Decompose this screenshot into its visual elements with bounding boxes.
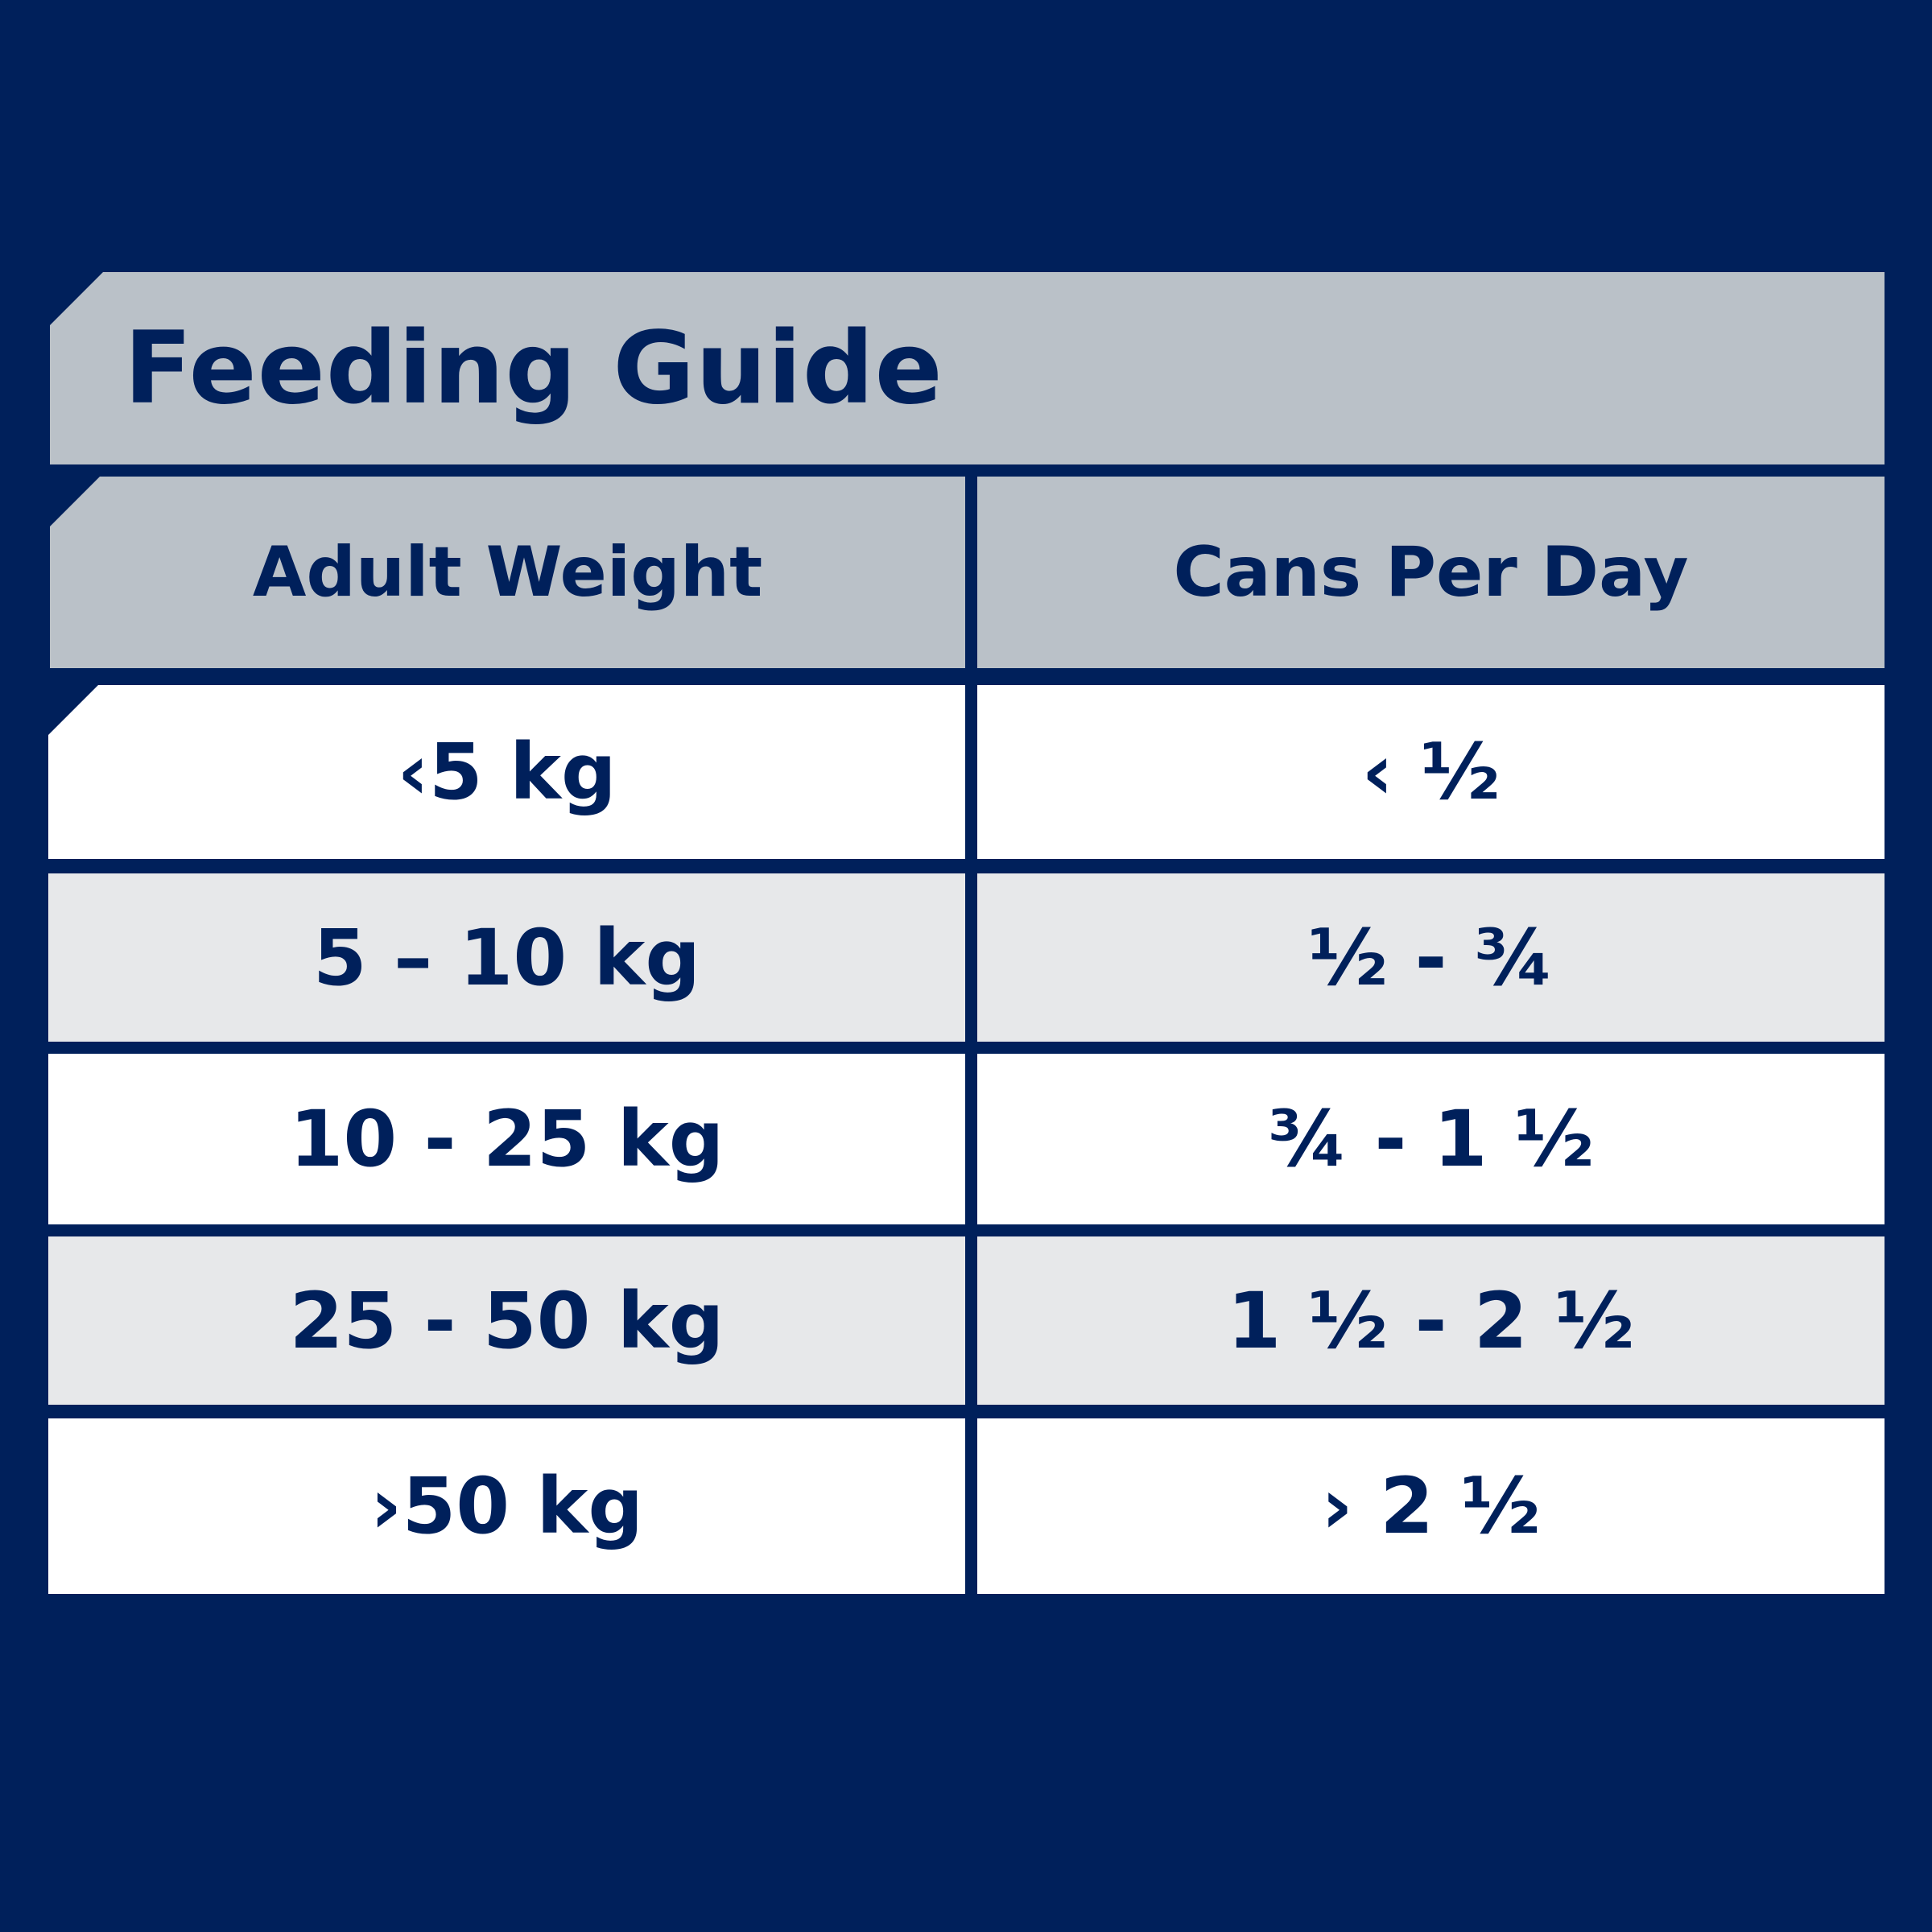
weight-value: ›50 kg [369, 1461, 644, 1551]
header-label: Cans Per Day [1173, 532, 1689, 613]
cans-value: ¾ - 1 ½ [1267, 1094, 1595, 1184]
column-header-adult-weight: Adult Weight [50, 477, 965, 668]
table-cell-cans: ¾ - 1 ½ [977, 1054, 1885, 1224]
weight-value: 10 - 25 kg [289, 1094, 724, 1184]
cans-value: ‹ ½ [1361, 727, 1501, 817]
column-header-cans-per-day: Cans Per Day [977, 477, 1885, 668]
table-cell-weight: ›50 kg [48, 1418, 965, 1594]
cans-value: › 2 ½ [1321, 1461, 1541, 1551]
weight-value: ‹5 kg [397, 727, 617, 817]
weight-value: 5 – 10 kg [312, 912, 701, 1003]
header-label: Adult Weight [252, 532, 763, 613]
table-cell-weight: 5 – 10 kg [48, 873, 965, 1042]
cans-value: ½ - ¾ [1307, 912, 1554, 1003]
table-cell-cans: › 2 ½ [977, 1418, 1885, 1594]
table-cell-cans: 1 ½ - 2 ½ [977, 1236, 1885, 1405]
table-cell-weight: 10 - 25 kg [48, 1054, 965, 1224]
feeding-guide-title-bar: Feeding Guide [50, 272, 1885, 464]
weight-value: 25 - 50 kg [289, 1275, 724, 1366]
table-cell-weight: 25 - 50 kg [48, 1236, 965, 1405]
page-title: Feeding Guide [124, 310, 943, 427]
cans-value: 1 ½ - 2 ½ [1227, 1275, 1635, 1366]
table-cell-cans: ½ - ¾ [977, 873, 1885, 1042]
table-cell-weight: ‹5 kg [48, 685, 965, 859]
table-cell-cans: ‹ ½ [977, 685, 1885, 859]
